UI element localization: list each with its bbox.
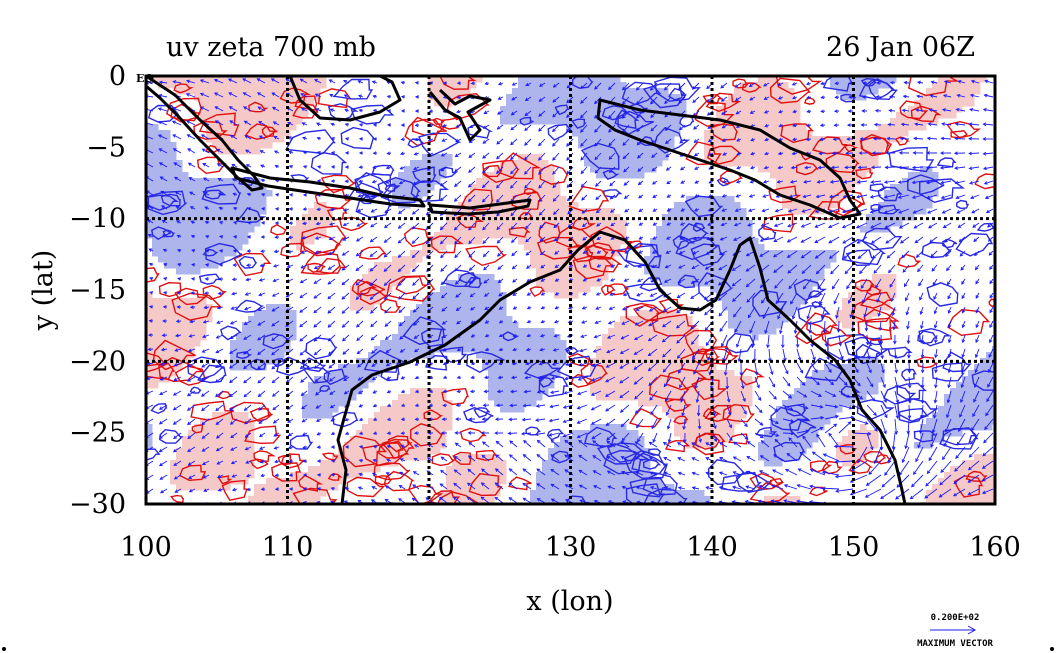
coastline-borneo bbox=[288, 76, 402, 122]
x-tick-label: 100 bbox=[120, 532, 172, 563]
coastline-new-guinea bbox=[596, 98, 862, 220]
y-tick-label: −25 bbox=[69, 418, 126, 449]
plot-frame bbox=[144, 74, 997, 506]
equator-label: EQ bbox=[136, 72, 154, 85]
map-timestamp: 26 Jan 06Z bbox=[826, 32, 975, 63]
vorticity-field bbox=[146, 76, 995, 504]
y-tick-label: −5 bbox=[86, 132, 126, 163]
x-axis-label: x (lon) bbox=[526, 586, 613, 617]
x-tick-label: 140 bbox=[686, 532, 738, 563]
map-title: uv zeta 700 mb bbox=[166, 32, 376, 63]
x-tick-labels: 100 110 120 130 140 150 160 bbox=[120, 532, 1021, 563]
coastline-sulawesi bbox=[428, 88, 492, 142]
y-tick-label: −30 bbox=[69, 489, 126, 520]
reference-arrow-head-icon bbox=[967, 625, 977, 635]
y-tick-label: −10 bbox=[69, 204, 126, 235]
x-tick-label: 160 bbox=[969, 532, 1021, 563]
y-axis-label: y (lat) bbox=[28, 250, 59, 332]
x-tick-label: 110 bbox=[262, 532, 314, 563]
coastline-java bbox=[230, 166, 426, 208]
y-tick-labels: 0 −5 −10 −15 −20 −25 −30 bbox=[69, 61, 126, 520]
vector-legend: 0.200E+02 MAXIMUM VECTOR bbox=[917, 613, 993, 649]
x-tick-label: 130 bbox=[545, 532, 597, 563]
vector-legend-value: 0.200E+02 bbox=[931, 613, 980, 623]
vector-legend-label: MAXIMUM VECTOR bbox=[917, 639, 993, 649]
y-tick-label: −20 bbox=[69, 346, 126, 377]
coastlines bbox=[146, 76, 907, 504]
lat-lon-grid bbox=[146, 76, 995, 504]
x-tick-label: 120 bbox=[403, 532, 455, 563]
corner-mark bbox=[2, 647, 6, 651]
x-tick-label: 150 bbox=[828, 532, 880, 563]
corner-mark bbox=[1050, 647, 1054, 651]
coastline-australia bbox=[336, 230, 907, 504]
y-tick-label: −15 bbox=[69, 275, 126, 306]
coastline-lesser-sunda bbox=[428, 198, 532, 216]
coastline-sumatra bbox=[146, 76, 264, 192]
y-tick-label: 0 bbox=[109, 61, 126, 92]
